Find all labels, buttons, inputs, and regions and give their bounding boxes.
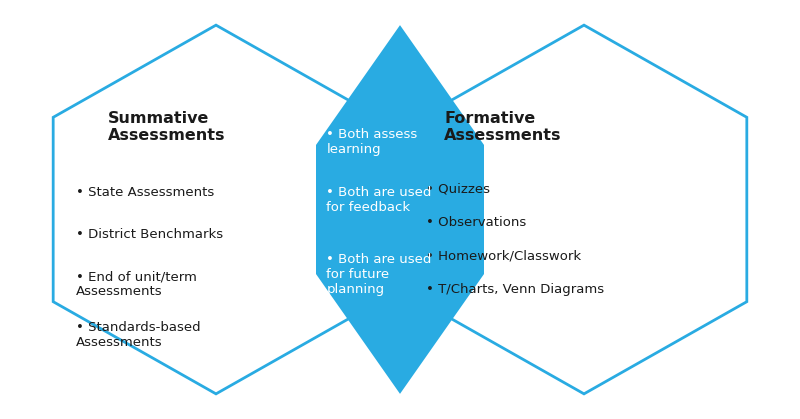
Text: Formative
Assessments: Formative Assessments bbox=[444, 111, 562, 143]
Polygon shape bbox=[53, 25, 379, 394]
Text: • Both are used
for future
planning: • Both are used for future planning bbox=[326, 253, 432, 297]
Text: • T/Charts, Venn Diagrams: • T/Charts, Venn Diagrams bbox=[426, 283, 604, 296]
Text: • Standards-based
Assessments: • Standards-based Assessments bbox=[76, 321, 201, 349]
Text: • Both assess
learning: • Both assess learning bbox=[326, 128, 418, 156]
Text: • State Assessments: • State Assessments bbox=[76, 186, 214, 199]
Polygon shape bbox=[316, 25, 484, 394]
Text: • Homework/Classwork: • Homework/Classwork bbox=[426, 249, 581, 262]
Text: • End of unit/term
Assessments: • End of unit/term Assessments bbox=[76, 270, 197, 298]
Text: • Quizzes: • Quizzes bbox=[426, 182, 490, 195]
Text: • Observations: • Observations bbox=[426, 216, 526, 229]
Text: • District Benchmarks: • District Benchmarks bbox=[76, 228, 223, 241]
Text: Summative
Assessments: Summative Assessments bbox=[108, 111, 226, 143]
Text: • Both are used
for feedback: • Both are used for feedback bbox=[326, 186, 432, 215]
Polygon shape bbox=[421, 25, 747, 394]
